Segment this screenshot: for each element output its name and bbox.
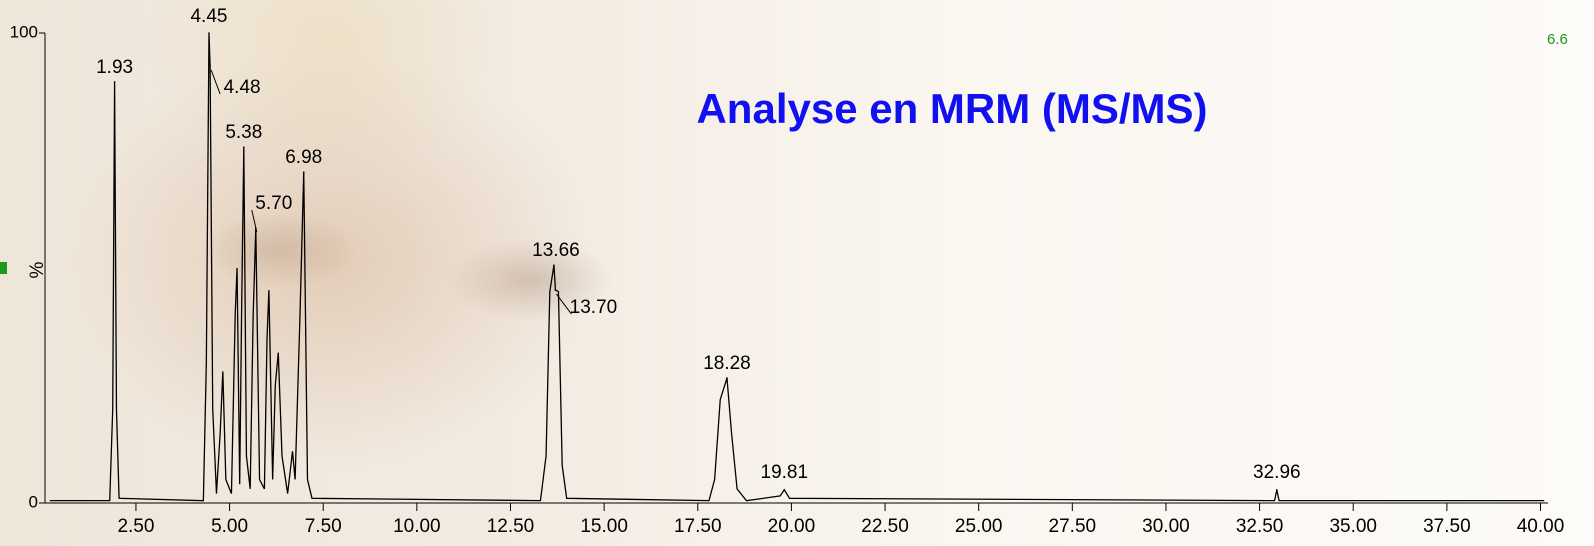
x-tick-label: 35.00 xyxy=(1329,516,1377,537)
peak-label: 4.48 xyxy=(224,77,261,98)
peak-apex xyxy=(243,146,245,148)
y-tick-label: 100 xyxy=(10,22,38,41)
x-tick-label: 25.00 xyxy=(955,516,1003,537)
peak-apex xyxy=(255,227,257,229)
peak-apex xyxy=(726,377,728,379)
x-tick-label: 20.00 xyxy=(768,516,816,537)
marker-square xyxy=(0,262,7,274)
peak-leader xyxy=(211,70,220,94)
peak-label: 5.70 xyxy=(255,193,292,214)
x-tick-label: 30.00 xyxy=(1142,516,1190,537)
peak-label: 1.93 xyxy=(96,57,133,78)
chart-title: Analyse en MRM (MS/MS) xyxy=(696,85,1207,132)
peak-label: 19.81 xyxy=(761,462,809,483)
chart: Analyse en MRM (MS/MS) 6.6 % 01002.505.0… xyxy=(0,0,1594,546)
peak-label: 13.70 xyxy=(570,297,618,318)
x-tick-label: 7.50 xyxy=(305,516,342,537)
page: {"chart_data": {"type": "line", "title":… xyxy=(0,0,1594,546)
peak-apex xyxy=(209,65,211,67)
peak-label: 4.45 xyxy=(190,6,227,27)
peak-apex xyxy=(555,289,557,291)
x-tick-label: 27.50 xyxy=(1049,516,1097,537)
x-tick-label: 15.00 xyxy=(580,516,628,537)
x-tick-label: 5.00 xyxy=(211,516,248,537)
peak-apex xyxy=(783,489,785,491)
peak-label: 32.96 xyxy=(1253,462,1301,483)
peak-apex xyxy=(303,171,305,173)
peak-apex xyxy=(114,81,116,83)
x-tick-label: 40.00 xyxy=(1517,516,1565,537)
x-tick-label: 12.50 xyxy=(487,516,535,537)
peak-apex xyxy=(553,264,555,266)
y-tick-label: 0 xyxy=(29,492,38,511)
peak-apex xyxy=(208,32,210,34)
corner-label: 6.6 xyxy=(1547,31,1568,48)
x-tick-label: 22.50 xyxy=(861,516,909,537)
x-tick-label: 10.00 xyxy=(393,516,441,537)
peak-label: 6.98 xyxy=(285,147,322,168)
x-tick-label: 37.50 xyxy=(1423,516,1471,537)
x-tick-label: 2.50 xyxy=(117,516,154,537)
x-tick-label: 17.50 xyxy=(674,516,722,537)
peak-label: 13.66 xyxy=(532,240,580,261)
peak-label: 5.38 xyxy=(225,122,262,143)
peak-apex xyxy=(1276,489,1278,491)
x-tick-label: 32.50 xyxy=(1236,516,1284,537)
peak-label: 18.28 xyxy=(703,353,751,374)
